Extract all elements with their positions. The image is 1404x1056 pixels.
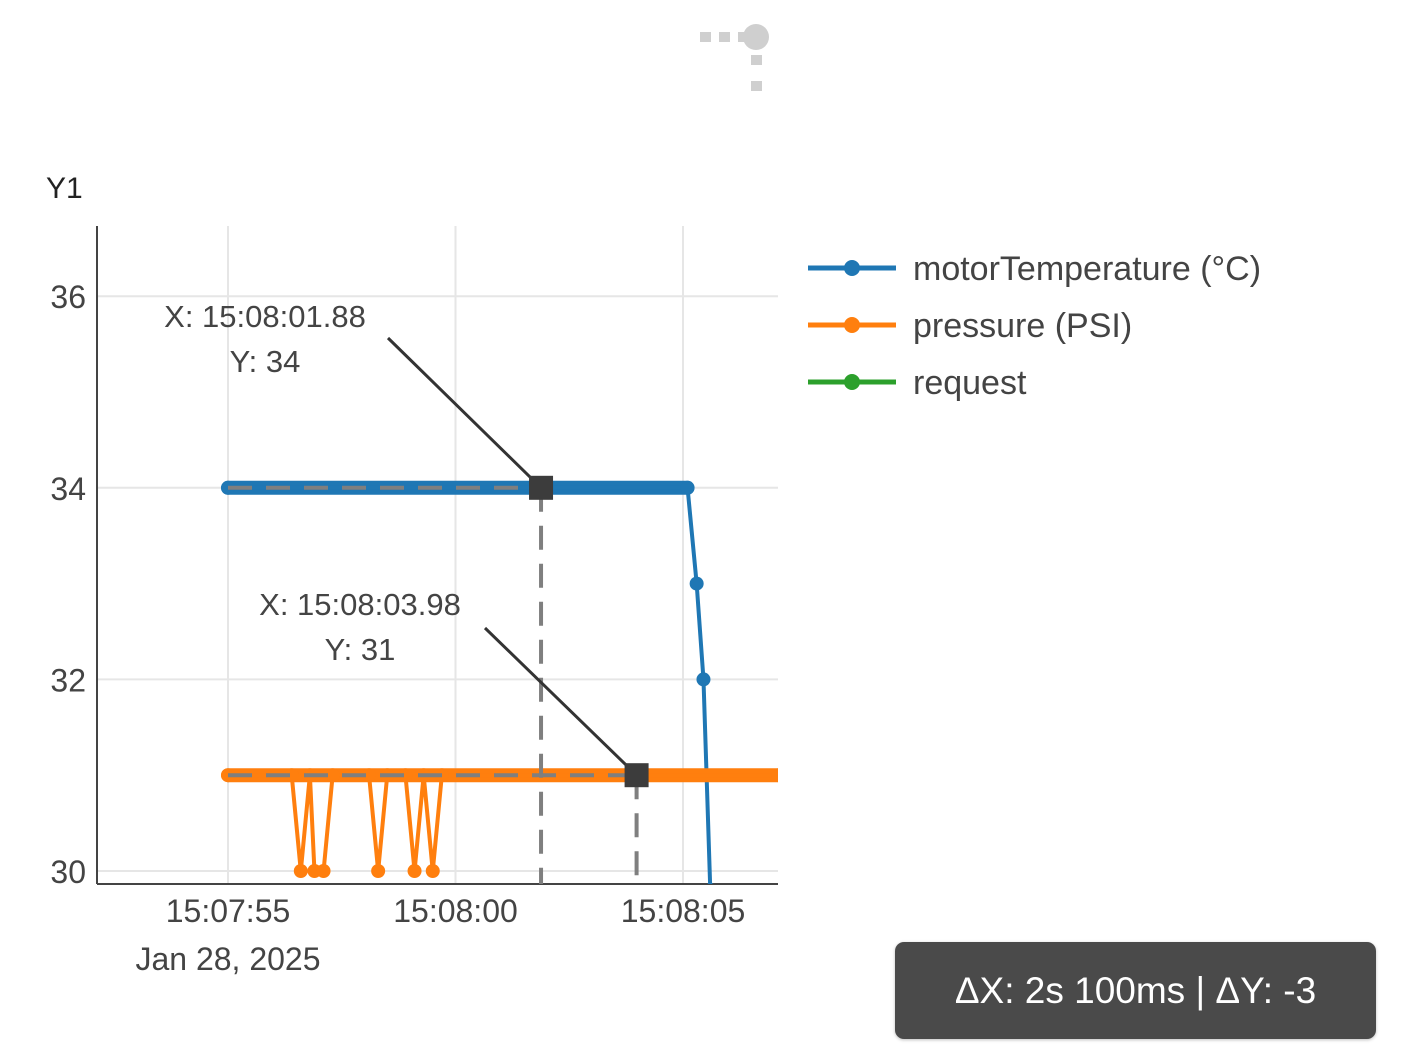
y-tick-label: 34 — [50, 471, 86, 507]
data-point — [689, 576, 704, 591]
annotation-arrow — [483, 626, 638, 777]
annotation-y-label: Y: 34 — [230, 344, 301, 379]
legend-item[interactable]: pressure (PSI) — [808, 307, 1132, 345]
y-tick-label: 30 — [50, 854, 86, 890]
axes: 30 32 34 36 15:07:55 Jan 28, 2025 15:08:00 15:0… — [50, 226, 778, 977]
drag-handle-icon[interactable] — [700, 24, 769, 91]
annotation-marker — [624, 763, 649, 788]
legend-swatch-marker — [844, 260, 860, 276]
series-layer — [221, 480, 778, 884]
measure-readout: ΔX: 2s 100ms | ΔY: -3 — [895, 942, 1376, 1039]
legend-swatch-marker — [844, 317, 860, 333]
annotation-arrow — [386, 336, 543, 489]
annotation-marker — [529, 475, 554, 500]
legend-item[interactable]: motorTemperature (°C) — [808, 250, 1261, 288]
data-point — [284, 768, 299, 783]
series-1 — [221, 768, 778, 878]
annotation-x-label: X: 15:08:03.98 — [259, 587, 461, 622]
legend-swatch-marker — [844, 374, 860, 390]
legend[interactable]: motorTemperature (°C) pressure (PSI) reque… — [808, 250, 1261, 402]
y-axis-title: Y1 — [46, 172, 83, 205]
data-point — [398, 768, 413, 783]
data-point — [696, 672, 711, 687]
annotation-x-label: X: 15:08:01.88 — [164, 299, 366, 334]
crosshair-layer — [228, 485, 639, 884]
data-point — [293, 864, 308, 878]
x-tick-label: 15:07:55 — [166, 893, 291, 929]
data-point — [407, 864, 422, 878]
measure-text: ΔX: 2s 100ms | ΔY: -3 — [954, 969, 1317, 1011]
legend-label: request — [913, 364, 1027, 402]
legend-label: pressure (PSI) — [913, 307, 1132, 345]
data-point — [771, 768, 778, 783]
x-tick-label: 15:08:05 — [621, 893, 746, 929]
annotation-y-label: Y: 31 — [325, 632, 396, 667]
x-tick-sublabel: Jan 28, 2025 — [135, 941, 320, 977]
annotation-layer: X: 15:08:01.88 Y: 34 X: 15:08:03.98 Y: 31 — [164, 299, 649, 788]
legend-item[interactable]: request — [808, 364, 1027, 402]
series-line — [228, 773, 778, 873]
y-tick-label: 36 — [50, 279, 86, 315]
data-point — [706, 883, 714, 884]
legend-label: motorTemperature (°C) — [913, 250, 1261, 288]
data-point — [371, 864, 386, 878]
data-point — [325, 768, 340, 783]
data-point — [316, 864, 331, 878]
x-tick-label: 15:08:00 — [393, 893, 518, 929]
data-point — [425, 864, 440, 878]
y-tick-label: 32 — [50, 662, 86, 698]
data-point — [680, 480, 695, 495]
data-point — [362, 768, 377, 783]
